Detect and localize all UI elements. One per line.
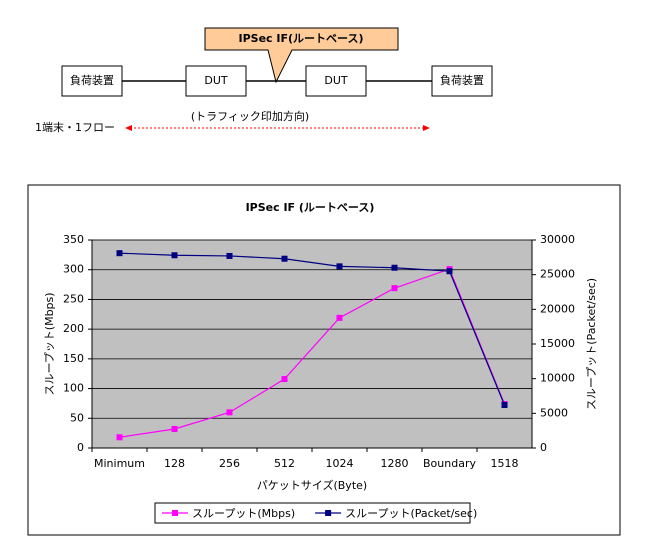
point — [171, 425, 178, 432]
node-label: DUT — [324, 74, 348, 87]
y2-tick-label: 10000 — [540, 372, 575, 385]
y2-tick-label: 25000 — [540, 268, 575, 281]
chart-title: IPSec IF (ルートベース) — [246, 201, 375, 214]
x-tick-label: 1280 — [381, 457, 409, 470]
point — [391, 285, 398, 292]
legend-label: スループット(Mbps) — [192, 507, 295, 520]
series-line — [119, 252, 506, 406]
point — [281, 255, 288, 262]
y-tick-label: 0 — [77, 441, 84, 454]
chart: 0 50 100 150 200 250 300 350 0 5000 10000 15000 2000… — [43, 233, 598, 524]
y2-tick-label: 20000 — [540, 302, 575, 315]
x-axis-label: パケットサイズ(Byte) — [257, 478, 367, 492]
legend-marker — [325, 510, 332, 516]
point — [116, 434, 123, 441]
point — [446, 268, 453, 275]
point — [336, 263, 343, 270]
node-label: DUT — [204, 74, 228, 87]
point — [391, 264, 398, 271]
x-tick-label: 128 — [164, 457, 185, 470]
node-label: 負荷装置 — [440, 74, 484, 87]
x-tick-label: 512 — [274, 457, 295, 470]
node-box — [305, 65, 367, 97]
series-line — [119, 268, 506, 438]
y2-tick-label: 0 — [540, 441, 547, 454]
point — [171, 252, 178, 259]
y2-tick-label: 30000 — [540, 233, 575, 246]
node-label: 負荷装置 — [70, 74, 114, 87]
direction-label: (トラフィック印加方向) — [191, 109, 309, 123]
flow-label: 1端末・1フロー — [35, 120, 115, 134]
point — [226, 252, 233, 259]
legend-box — [154, 502, 471, 524]
point — [336, 314, 343, 321]
x-tick-label: 256 — [219, 457, 240, 470]
x-tick-label: 1518 — [491, 457, 519, 470]
node-box — [61, 65, 123, 97]
node-box — [431, 65, 493, 97]
y2-tick-label: 5000 — [540, 406, 568, 419]
x-tick-label: 1024 — [326, 457, 354, 470]
point — [226, 409, 233, 416]
callout-label: IPSec IF(ルートベース) — [239, 32, 364, 45]
x-tick-label: Minimum — [94, 457, 145, 470]
point — [281, 376, 288, 383]
y-tick-label: 100 — [63, 382, 84, 395]
point — [116, 250, 123, 257]
y2-tick-label: 15000 — [540, 337, 575, 350]
node-box — [185, 65, 247, 97]
x-tick-label: Boundary — [423, 457, 476, 470]
point — [501, 402, 508, 409]
plot-area — [91, 239, 533, 449]
y-axis-label: スループット(Mbps) — [43, 292, 56, 395]
diagram: 負荷装置 DUT DUT 負荷装置 IPSec IF(ルートベース) (トラフィ… — [35, 27, 493, 134]
legend-marker — [172, 510, 178, 516]
y-tick-label: 150 — [63, 352, 84, 365]
y2-axis-label: スループット(Packet/sec) — [585, 278, 598, 410]
callout — [204, 27, 399, 84]
y-tick-label: 50 — [70, 411, 84, 424]
legend-label: スループット(Packet/sec) — [345, 507, 477, 520]
y-tick-label: 300 — [63, 263, 84, 276]
y-tick-label: 350 — [63, 233, 84, 246]
y-tick-label: 200 — [63, 322, 84, 335]
y-tick-label: 250 — [63, 292, 84, 305]
